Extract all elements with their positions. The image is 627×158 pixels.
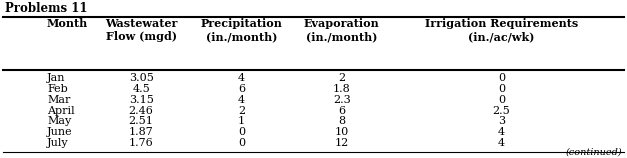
Text: April: April	[47, 106, 75, 116]
Text: (continued): (continued)	[566, 147, 622, 156]
Text: 1: 1	[238, 116, 245, 126]
Text: Precipitation
(in./month): Precipitation (in./month)	[201, 18, 282, 42]
Text: 4: 4	[498, 127, 505, 137]
Text: 4: 4	[238, 95, 245, 105]
Text: 2.3: 2.3	[333, 95, 350, 105]
Text: 3.05: 3.05	[129, 73, 154, 83]
Text: 0: 0	[238, 127, 245, 137]
Text: 0: 0	[498, 84, 505, 94]
Text: 1.8: 1.8	[333, 84, 350, 94]
Text: June: June	[47, 127, 73, 137]
Text: 2.51: 2.51	[129, 116, 154, 126]
Text: 2: 2	[238, 106, 245, 116]
Text: Irrigation Requirements
(in./ac/wk): Irrigation Requirements (in./ac/wk)	[425, 18, 578, 42]
Text: 8: 8	[338, 116, 345, 126]
Text: Evaporation
(in./month): Evaporation (in./month)	[304, 18, 379, 42]
Text: 3: 3	[498, 116, 505, 126]
Text: Wastewater
Flow (mgd): Wastewater Flow (mgd)	[105, 18, 177, 42]
Text: May: May	[47, 116, 71, 126]
Text: 6: 6	[238, 84, 245, 94]
Text: 3.15: 3.15	[129, 95, 154, 105]
Text: 4: 4	[238, 73, 245, 83]
Text: Mar: Mar	[47, 95, 70, 105]
Text: Feb: Feb	[47, 84, 68, 94]
Text: 2.46: 2.46	[129, 106, 154, 116]
Text: 2: 2	[338, 73, 345, 83]
Text: July: July	[47, 138, 68, 148]
Text: 1.87: 1.87	[129, 127, 154, 137]
Text: 0: 0	[498, 95, 505, 105]
Text: Month: Month	[47, 18, 88, 29]
Text: 2.5: 2.5	[493, 106, 510, 116]
Text: 0: 0	[238, 138, 245, 148]
Text: Problems 11: Problems 11	[5, 2, 88, 15]
Text: 12: 12	[335, 138, 349, 148]
Text: Jan: Jan	[47, 73, 66, 83]
Text: 10: 10	[335, 127, 349, 137]
Text: 4.5: 4.5	[132, 84, 150, 94]
Text: 4: 4	[498, 138, 505, 148]
Text: 0: 0	[498, 73, 505, 83]
Text: 1.76: 1.76	[129, 138, 154, 148]
Text: 6: 6	[338, 106, 345, 116]
